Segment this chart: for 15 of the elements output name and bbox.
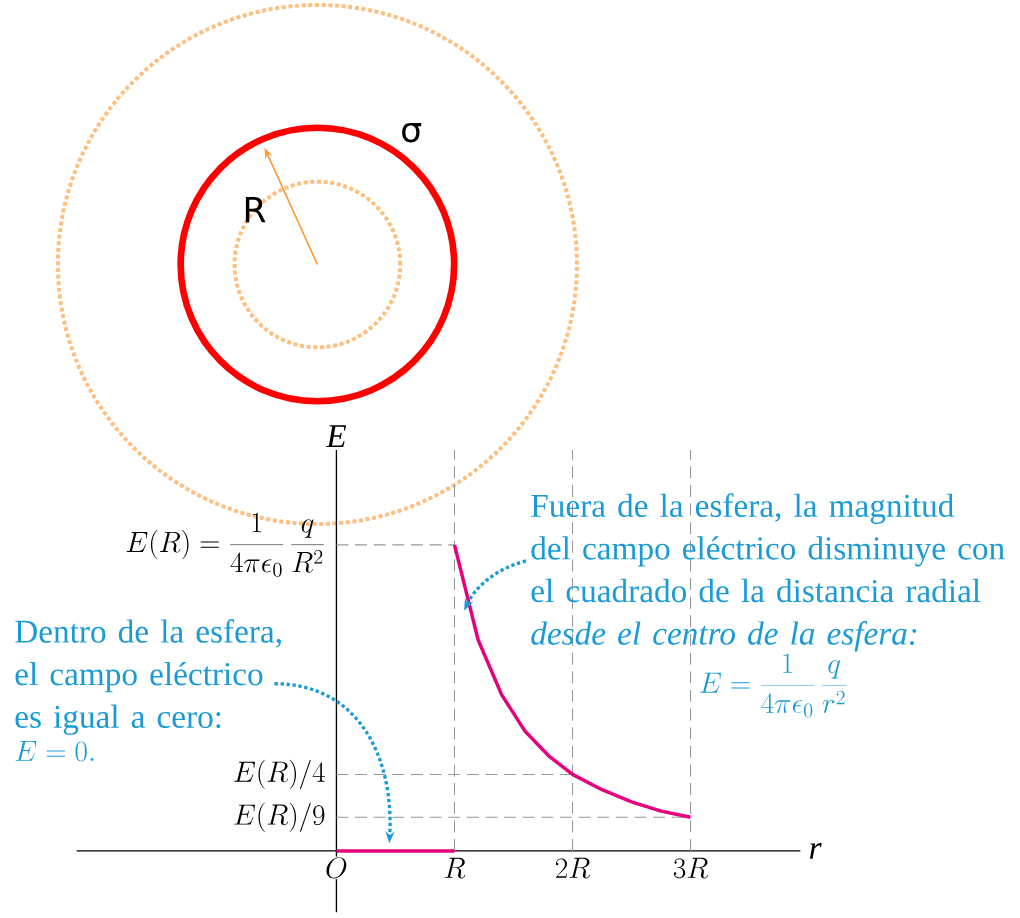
- y-axis-title: E: [325, 425, 347, 447]
- annotation: Fuera de la esfera, la magnitud del campo eléctrico disminuye con el cuadrado de la distancia radial desde el centro de la esfera:: [531, 493, 1005, 652]
- x-tick-label: $3R$: [673, 857, 708, 879]
- text: σ: [402, 122, 422, 143]
- annotation: $E = 0.$: [15, 740, 94, 762]
- annotation: $E = \frac{1}{4\pi\epsilon_0}\,\frac{q}{r^{2}}$: [700, 653, 847, 718]
- x-axis-title: r: [809, 842, 822, 859]
- ref-line-label: $E(R) = \frac{1}{4\pi\epsilon_0}\,\frac{q}{R^{2}}$: [126, 512, 324, 577]
- ref-line-label: $E(R)/4$: [234, 759, 325, 789]
- x-tick-label: $2R$: [555, 857, 590, 879]
- text: R: [245, 196, 266, 223]
- x-tick-label: $R$: [444, 857, 466, 879]
- annotation: Dentro de la esfera, el campo eléctrico es igual a cero:: [15, 618, 281, 735]
- x-tick-label: $O$: [326, 857, 347, 879]
- ref-line-label: $E(R)/9$: [234, 802, 325, 832]
